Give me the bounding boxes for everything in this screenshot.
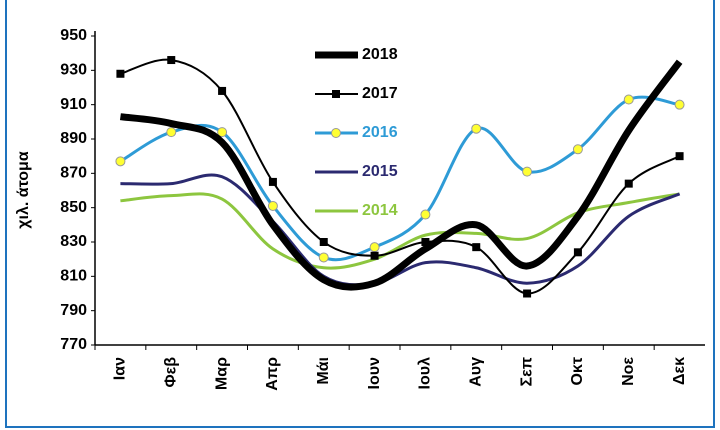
- marker: [167, 56, 176, 65]
- x-tick-label: Μαρ: [213, 357, 230, 390]
- legend-marker: [331, 128, 341, 138]
- marker: [573, 248, 582, 257]
- marker: [166, 127, 177, 138]
- y-tick-label: 870: [60, 165, 87, 182]
- marker: [523, 289, 532, 298]
- x-tick-label: Ιουλ: [417, 357, 434, 390]
- y-tick-label: 930: [60, 62, 87, 79]
- x-tick-label: Αυγ: [467, 357, 484, 387]
- legend-label: 2016: [362, 124, 398, 141]
- x-tick-label: Νοε: [620, 357, 637, 386]
- x-tick-label: Δεκ: [671, 357, 688, 385]
- x-tick-label: Μάι: [315, 357, 332, 385]
- y-tick-label: 770: [60, 336, 87, 353]
- marker: [421, 238, 430, 246]
- marker: [217, 127, 228, 138]
- marker: [471, 123, 482, 134]
- marker: [369, 242, 380, 253]
- y-tick-label: 850: [60, 199, 87, 216]
- y-tick-label: 890: [60, 130, 87, 147]
- marker: [572, 144, 583, 155]
- y-axis-label: χιλ. άτομα: [15, 151, 32, 229]
- series-line: [120, 192, 680, 270]
- y-tick-label: 790: [60, 302, 87, 319]
- x-tick-label: Φεβ: [162, 357, 179, 388]
- marker: [267, 200, 278, 211]
- marker: [522, 166, 533, 177]
- marker: [624, 179, 633, 188]
- x-tick-label: Σεπ: [518, 357, 535, 386]
- marker: [623, 94, 634, 105]
- y-tick-label: 830: [60, 233, 87, 250]
- marker: [318, 252, 329, 263]
- marker: [472, 243, 481, 252]
- y-tick-label: 950: [60, 27, 87, 44]
- marker: [674, 99, 685, 110]
- series-line: [120, 173, 681, 287]
- legend-label: 2014: [362, 202, 398, 219]
- series-line: [119, 95, 680, 262]
- x-tick-label: Ιουν: [366, 357, 383, 390]
- y-tick-label: 810: [60, 268, 87, 285]
- legend-label: 2015: [362, 163, 398, 180]
- x-tick-label: Ιαν: [112, 357, 129, 380]
- marker: [268, 177, 277, 186]
- marker: [218, 86, 227, 95]
- y-tick-label: 910: [60, 96, 87, 113]
- legend-label: 2018: [362, 46, 398, 63]
- frame: [5, 0, 715, 428]
- marker: [370, 251, 379, 260]
- marker: [319, 238, 328, 246]
- marker: [420, 209, 431, 220]
- x-tick-label: Απρ: [264, 357, 281, 391]
- marker: [116, 69, 125, 78]
- legend-marker: [332, 90, 340, 98]
- marker: [115, 156, 126, 167]
- marker: [675, 152, 684, 161]
- x-tick-label: Οκτ: [569, 357, 586, 386]
- series-line: [119, 59, 683, 291]
- legend-label: 2017: [362, 85, 398, 102]
